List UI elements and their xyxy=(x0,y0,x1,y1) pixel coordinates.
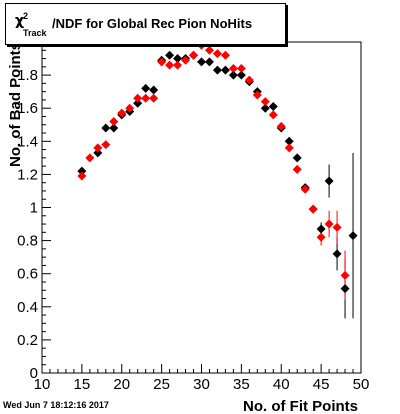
data-point-red xyxy=(268,110,278,120)
y-tick-label: 1.4 xyxy=(17,133,38,150)
data-point-red xyxy=(77,171,87,181)
y-tick-label: 0.6 xyxy=(17,266,38,283)
axis-ticks xyxy=(41,41,362,374)
data-point-red xyxy=(300,184,310,194)
x-tick-label: 25 xyxy=(153,376,170,393)
data-point-black xyxy=(316,224,326,234)
data-point-red xyxy=(181,55,191,65)
data-point-red xyxy=(165,60,175,70)
timestamp: Wed Jun 7 18:12:16 2017 xyxy=(3,400,109,410)
data-point-red xyxy=(316,232,326,242)
data-point-red xyxy=(157,57,167,67)
y-tick-label: 1.2 xyxy=(17,166,38,183)
data-point-red xyxy=(252,90,262,100)
data-point-red xyxy=(284,143,294,153)
y-tick-label: 1.6 xyxy=(17,100,38,117)
data-point-red xyxy=(204,45,214,55)
data-point-red xyxy=(332,222,342,232)
title-superscript: 2 xyxy=(23,11,29,21)
y-tick-label: 0.4 xyxy=(17,299,38,316)
x-tick-label: 35 xyxy=(233,376,250,393)
data-point-red xyxy=(212,49,222,59)
data-point-black xyxy=(260,103,270,113)
data-point-red xyxy=(260,97,270,107)
data-point-red xyxy=(220,50,230,60)
data-point-red xyxy=(276,121,286,131)
data-point-black xyxy=(236,70,246,80)
data-point-black xyxy=(165,50,175,60)
data-point-red xyxy=(101,140,111,150)
data-point-black xyxy=(101,123,111,133)
chart-title-box: χ 2 Track /NDF for Global Rec Pion NoHit… xyxy=(5,3,286,45)
y-tick-label: 0.2 xyxy=(17,332,38,349)
y-tick-label: 0.8 xyxy=(17,233,38,250)
data-point-red xyxy=(228,63,238,73)
data-point-black xyxy=(109,123,119,133)
x-tick-label: 30 xyxy=(193,376,210,393)
y-axis-label: No. of Bad Points xyxy=(7,42,24,167)
data-point-red xyxy=(133,93,143,103)
x-tick-label: 50 xyxy=(353,376,370,393)
x-tick-label: 10 xyxy=(34,376,51,393)
data-point-black xyxy=(197,57,206,67)
data-point-black xyxy=(212,65,222,75)
data-point-black xyxy=(284,136,294,146)
data-point-black xyxy=(228,70,238,80)
data-point-red xyxy=(109,116,119,126)
y-tick-label: 0 xyxy=(30,365,38,382)
data-point-black xyxy=(141,83,151,93)
data-point-black xyxy=(204,57,214,67)
data-point-red xyxy=(173,60,183,70)
data-point-black xyxy=(268,102,278,112)
data-point-black xyxy=(340,284,350,294)
data-point-black xyxy=(173,54,183,64)
data-point-red xyxy=(117,108,127,118)
x-axis-label: No. of Fit Points xyxy=(243,398,358,414)
data-point-red xyxy=(189,50,199,60)
data-point-red xyxy=(141,93,151,103)
data-points xyxy=(77,40,358,294)
data-point-red xyxy=(236,63,246,73)
data-point-black xyxy=(292,153,302,163)
data-point-red xyxy=(292,164,302,174)
data-point-red xyxy=(324,219,334,229)
data-point-red xyxy=(340,270,350,280)
y-tick-label: 1.8 xyxy=(17,67,38,84)
data-point-black xyxy=(332,249,342,259)
data-point-black xyxy=(324,176,334,186)
data-point-red xyxy=(93,143,103,153)
x-tick-label: 20 xyxy=(113,376,130,393)
data-point-red xyxy=(308,204,318,214)
y-tick-label: 1 xyxy=(30,200,38,217)
data-point-red xyxy=(149,93,159,103)
data-point-black xyxy=(348,231,358,241)
chart-title: /NDF for Global Rec Pion NoHits xyxy=(52,16,253,31)
data-point-red xyxy=(85,153,95,163)
error-bars xyxy=(320,152,354,319)
axis-tick-labels: 10 15 20 25 30 35 40 45 50 0 0.2 0.4 0.6 0.8 1 1.2 1.4 1.… xyxy=(17,34,369,393)
data-point-black xyxy=(149,85,159,95)
data-point-red xyxy=(125,103,135,113)
x-tick-label: 40 xyxy=(273,376,290,393)
title-chi-symbol: χ xyxy=(15,13,25,29)
data-point-black xyxy=(133,98,143,108)
data-point-black xyxy=(93,148,103,158)
data-point-red xyxy=(244,75,254,85)
data-point-black xyxy=(220,65,230,75)
data-point-black xyxy=(77,166,87,176)
x-tick-label: 45 xyxy=(313,376,330,393)
x-tick-label: 15 xyxy=(74,376,91,393)
title-subscript: Track xyxy=(23,28,47,38)
